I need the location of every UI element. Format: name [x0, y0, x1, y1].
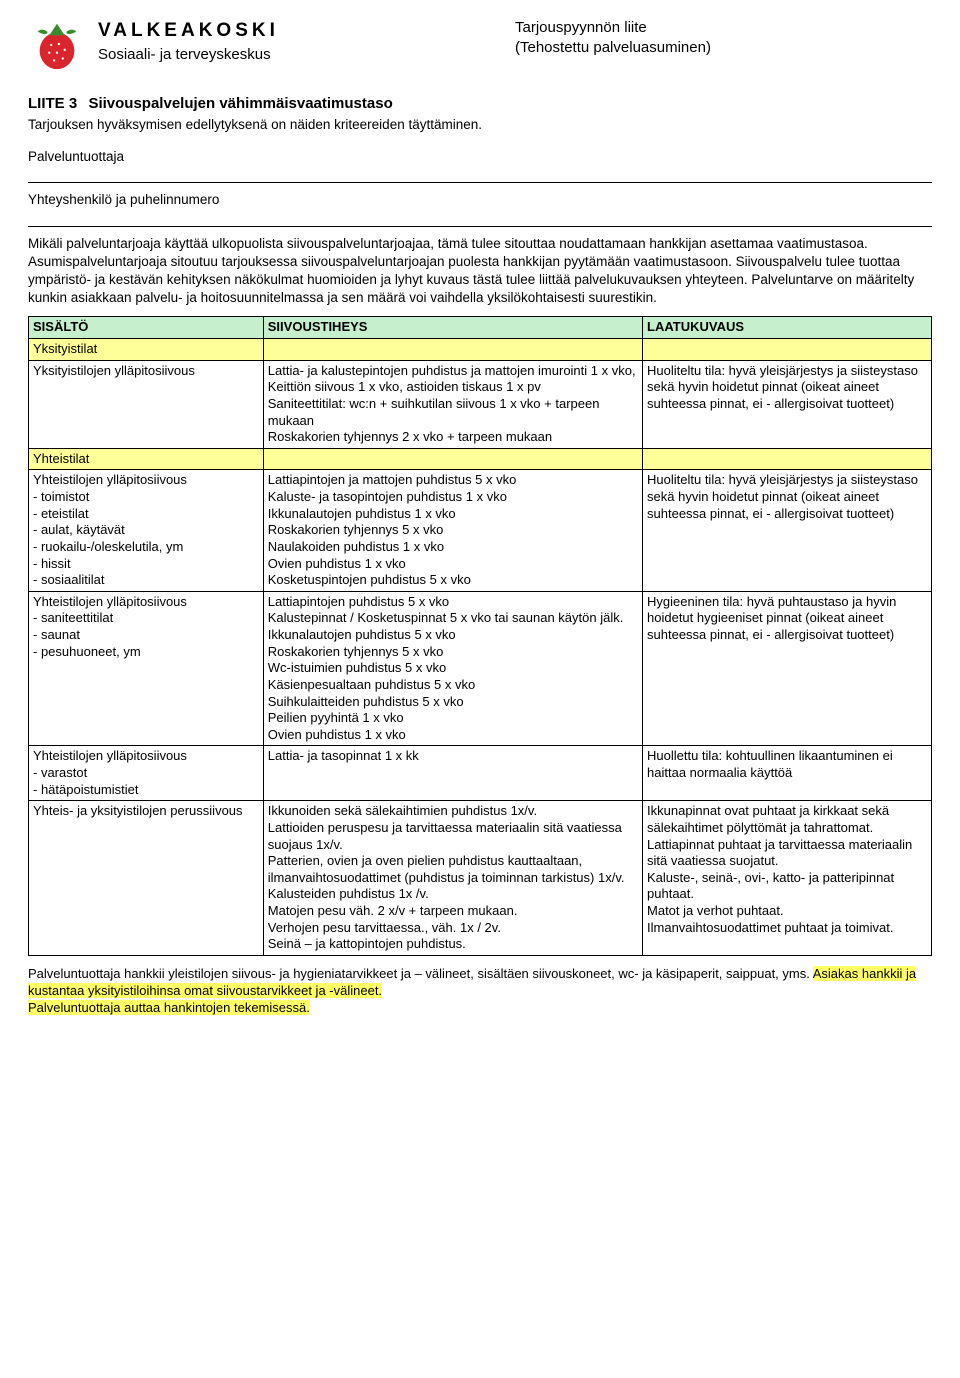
- field-yhteyshenkilo-input[interactable]: [28, 211, 932, 227]
- header-right-line1: Tarjouspyynnön liite: [515, 18, 932, 38]
- table-row: Yhteistilojen ylläpitosiivous - varastot…: [29, 746, 932, 801]
- section-yhteistilat: Yhteistilat: [29, 448, 264, 470]
- cell: Lattiapintojen puhdistus 5 x vko Kaluste…: [263, 591, 642, 746]
- footer-highlight-2: Palveluntuottaja auttaa hankintojen teke…: [28, 1000, 310, 1015]
- footer-pre: Palveluntuottaja hankkii yleistilojen si…: [28, 966, 813, 981]
- cell: Ikkunapinnat ovat puhtaat ja kirkkaat se…: [643, 801, 932, 956]
- table-row: Yksityistilojen ylläpitosiivous Lattia- …: [29, 360, 932, 448]
- field-yhteyshenkilo-label: Yhteyshenkilö ja puhelinnumero: [28, 191, 932, 209]
- cell: Yhteistilojen ylläpitosiivous - varastot…: [29, 746, 264, 801]
- cell: Yhteistilojen ylläpitosiivous - toimisto…: [29, 470, 264, 591]
- document-header: VALKEAKOSKI Sosiaali- ja terveyskeskus T…: [28, 18, 932, 72]
- document-title: LIITE 3 Siivouspalvelujen vähimmäisvaati…: [28, 94, 932, 114]
- title-text: Siivouspalvelujen vähimmäisvaatimustaso: [88, 95, 392, 112]
- section-yksityistilat: Yksityistilat: [29, 339, 264, 361]
- col-sisalto: SISÄLTÖ: [29, 317, 264, 339]
- org-name: VALKEAKOSKI: [98, 18, 515, 43]
- cell: Lattiapintojen ja mattojen puhdistus 5 x…: [263, 470, 642, 591]
- cell: Lattia- ja kalustepintojen puhdistus ja …: [263, 360, 642, 448]
- table-row: Yhteis- ja yksityistilojen perussiivous …: [29, 801, 932, 956]
- cell: Lattia- ja tasopinnat 1 x kk: [263, 746, 642, 801]
- header-right-line2: (Tehostettu palveluasuminen): [515, 38, 932, 58]
- table-row: Yhteistilojen ylläpitosiivous - saniteet…: [29, 591, 932, 746]
- cell: Yhteis- ja yksityistilojen perussiivous: [29, 801, 264, 956]
- cell: Yksityistilojen ylläpitosiivous: [29, 360, 264, 448]
- intro-paragraph: Mikäli palveluntarjoaja käyttää ulkopuol…: [28, 235, 932, 306]
- liite-number: LIITE 3: [28, 95, 77, 112]
- field-palveluntuottaja-label: Palveluntuottaja: [28, 148, 932, 166]
- org-sub: Sosiaali- ja terveyskeskus: [98, 45, 515, 65]
- document-subtitle: Tarjouksen hyväksymisen edellytyksenä on…: [28, 116, 932, 134]
- requirements-table: SISÄLTÖ SIIVOUSTIHEYS LAATUKUVAUS Yksity…: [28, 316, 932, 956]
- cell: Ikkunoiden sekä sälekaihtimien puhdistus…: [263, 801, 642, 956]
- cell: Huollettu tila: kohtuullinen likaantumin…: [643, 746, 932, 801]
- section-row: Yksityistilat: [29, 339, 932, 361]
- cell: Huoliteltu tila: hyvä yleisjärjestys ja …: [643, 470, 932, 591]
- field-palveluntuottaja-input[interactable]: [28, 167, 932, 183]
- col-siivoustiheys: SIIVOUSTIHEYS: [263, 317, 642, 339]
- cell: Huoliteltu tila: hyvä yleisjärjestys ja …: [643, 360, 932, 448]
- strawberry-logo: [28, 18, 86, 72]
- cell: Hygieeninen tila: hyvä puhtaustaso ja hy…: [643, 591, 932, 746]
- col-laatukuvaus: LAATUKUVAUS: [643, 317, 932, 339]
- table-row: Yhteistilojen ylläpitosiivous - toimisto…: [29, 470, 932, 591]
- cell: Yhteistilojen ylläpitosiivous - saniteet…: [29, 591, 264, 746]
- table-header-row: SISÄLTÖ SIIVOUSTIHEYS LAATUKUVAUS: [29, 317, 932, 339]
- footer-note: Palveluntuottaja hankkii yleistilojen si…: [28, 966, 932, 1017]
- section-row: Yhteistilat: [29, 448, 932, 470]
